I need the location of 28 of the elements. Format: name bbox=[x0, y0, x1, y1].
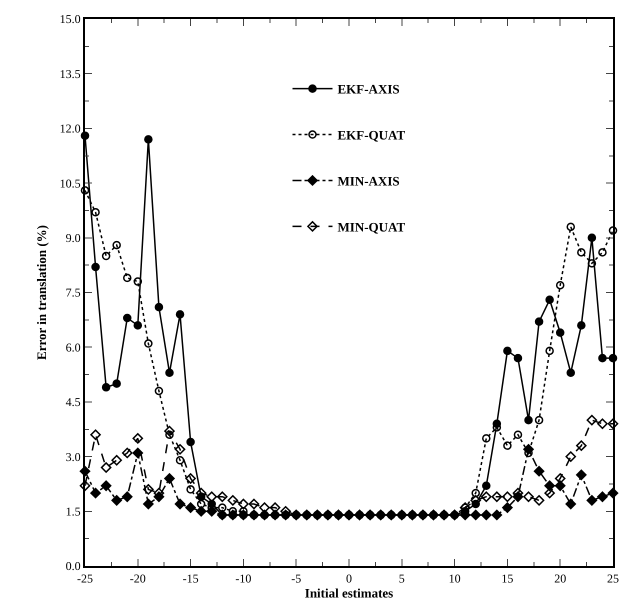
x-tick-label: -5 bbox=[291, 571, 302, 586]
x-tick-label: -20 bbox=[130, 571, 146, 586]
x-axis-title: Initial estimates bbox=[304, 586, 394, 600]
y-tick-label: 13.5 bbox=[60, 66, 81, 81]
legend-label: MIN-AXIS bbox=[338, 174, 400, 189]
y-tick-label: 3.0 bbox=[66, 450, 81, 464]
x-tick-label: 10 bbox=[448, 571, 461, 586]
y-tick-label: 10.5 bbox=[60, 176, 81, 190]
x-tick-label: -25 bbox=[77, 571, 93, 586]
x-tick-label: -15 bbox=[182, 571, 199, 586]
y-tick-label: 4.5 bbox=[66, 395, 81, 410]
y-tick-label: 6.0 bbox=[66, 340, 81, 354]
y-tick-label: 12.0 bbox=[60, 122, 81, 136]
y-tick-label: 9.0 bbox=[66, 231, 81, 245]
x-tick-label: 0 bbox=[346, 571, 352, 586]
x-tick-label: 5 bbox=[398, 571, 405, 586]
y-tick-label: 15.0 bbox=[60, 12, 81, 26]
legend-label: MIN-QUAT bbox=[338, 219, 406, 234]
y-tick-label: 1.5 bbox=[66, 504, 81, 518]
legend-label: EKF-AXIS bbox=[338, 82, 400, 97]
y-tick-label: 7.5 bbox=[66, 286, 81, 300]
y-axis-title: Error in translation (%) bbox=[34, 225, 50, 360]
y-tick-label: 0.0 bbox=[66, 559, 81, 574]
x-tick-label: 25 bbox=[607, 571, 619, 586]
legend-label: EKF-QUAT bbox=[338, 128, 406, 143]
x-tick-label: 20 bbox=[554, 571, 566, 586]
x-tick-label: -10 bbox=[235, 571, 252, 586]
x-tick-label: 15 bbox=[501, 571, 514, 586]
